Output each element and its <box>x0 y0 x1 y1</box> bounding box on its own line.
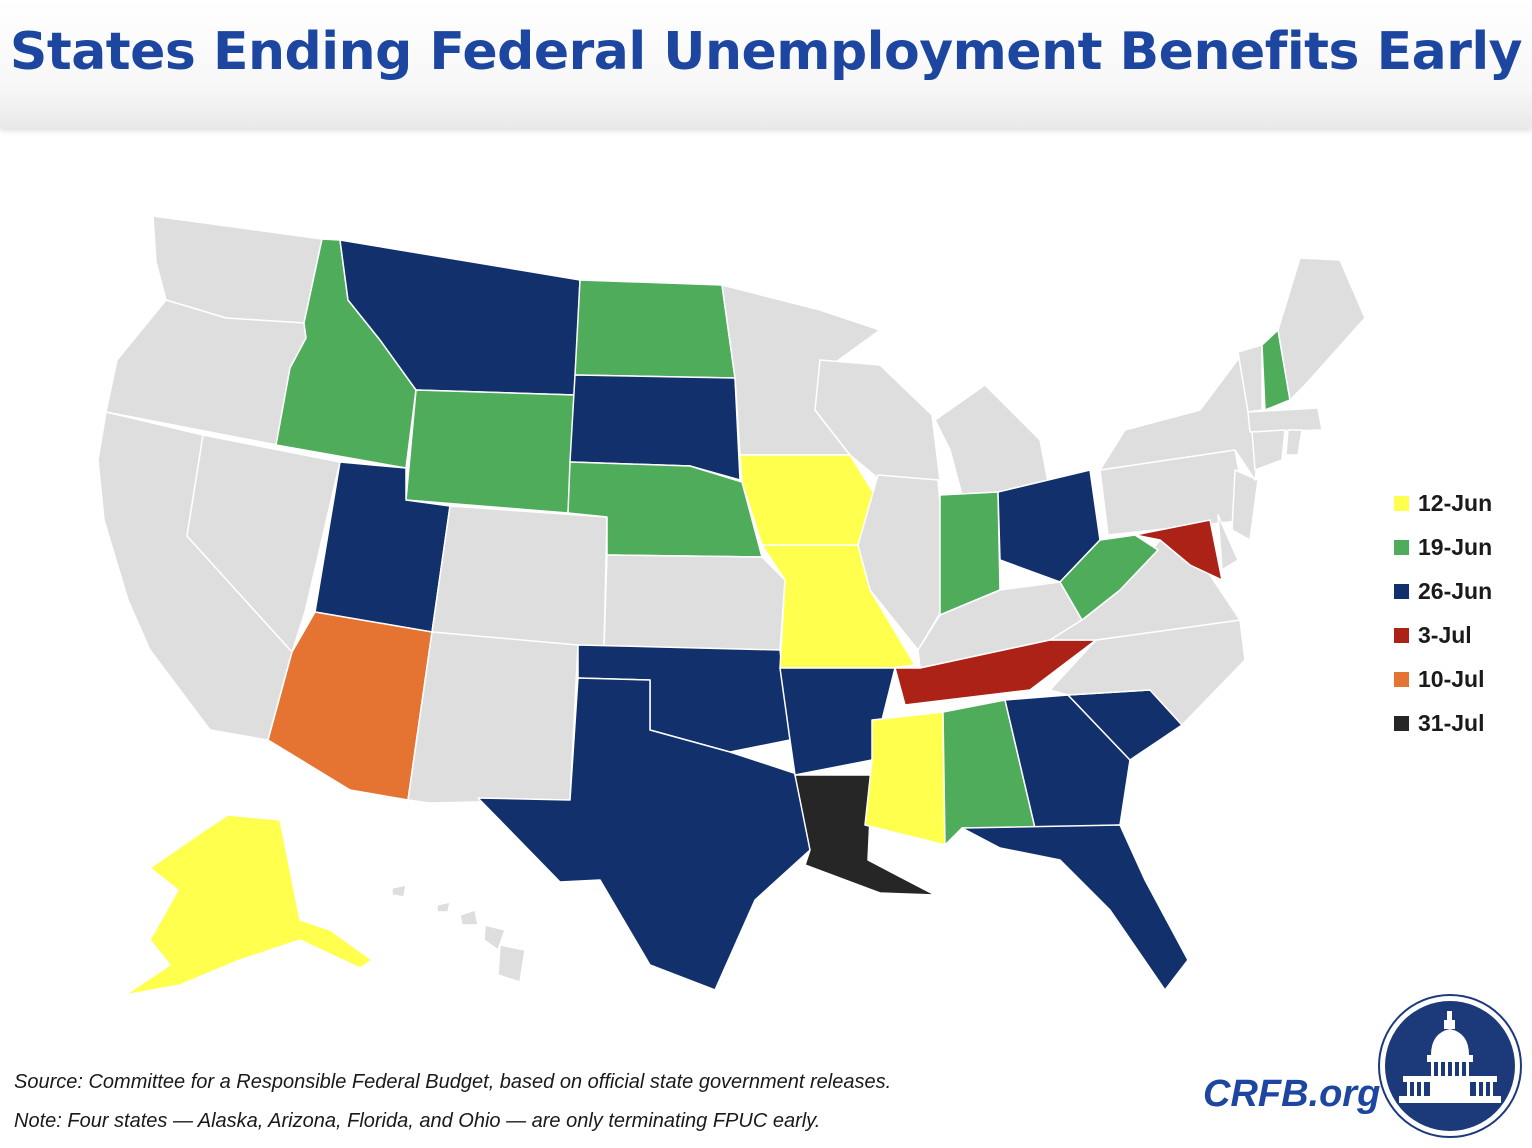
state-west-virginia <box>1059 534 1159 621</box>
map-title: States Ending Federal Unemployment Benef… <box>9 22 1523 82</box>
legend-label: 31-Jul <box>1418 709 1485 736</box>
state-kansas <box>603 554 786 651</box>
source-note: Source: Committee for a Responsible Fede… <box>14 1071 892 1093</box>
state-maine <box>1277 257 1366 401</box>
state-arkansas <box>779 667 896 776</box>
state-florida <box>961 824 1189 991</box>
crfb-brand[interactable]: CRFB.org <box>1203 1073 1381 1115</box>
state-nevada <box>186 434 341 653</box>
state-iowa <box>739 454 879 546</box>
state-new-jersey <box>1231 469 1259 541</box>
state-north-dakota <box>574 279 736 379</box>
state-michigan <box>934 384 1051 496</box>
legend-item: 12-Jun <box>1394 481 1524 525</box>
legend-item: 19-Jun <box>1394 525 1524 569</box>
legend: 12-Jun 19-Jun 26-Jun 3-Jul 10-Jul 31-Jul <box>1394 481 1524 745</box>
state-alaska <box>124 814 373 996</box>
legend-item: 3-Jul <box>1394 613 1524 657</box>
legend-item: 31-Jul <box>1394 701 1524 745</box>
state-texas <box>477 677 811 991</box>
capitol-dome-icon <box>1378 994 1522 1138</box>
state-delaware <box>1217 514 1239 571</box>
legend-label: 12-Jun <box>1418 489 1493 516</box>
header-banner: States Ending Federal Unemployment Benef… <box>0 0 1532 128</box>
state-massachusetts <box>1247 407 1323 433</box>
state-colorado <box>431 505 608 649</box>
fpuc-note: Note: Four states — Alaska, Arizona, Flo… <box>14 1110 821 1132</box>
state-rhode-island <box>1285 429 1303 456</box>
legend-swatch <box>1394 715 1409 731</box>
state-vermont <box>1237 344 1263 413</box>
state-mississippi <box>864 711 946 846</box>
legend-swatch <box>1394 671 1409 687</box>
legend-swatch <box>1394 583 1409 599</box>
legend-swatch <box>1394 539 1409 555</box>
state-connecticut <box>1251 429 1286 471</box>
legend-swatch <box>1394 495 1409 511</box>
state-new-mexico <box>407 631 579 804</box>
state-hawaii <box>391 884 526 983</box>
legend-item: 26-Jun <box>1394 569 1524 613</box>
legend-label: 19-Jun <box>1418 533 1493 560</box>
legend-item: 10-Jul <box>1394 657 1524 701</box>
state-wyoming <box>405 389 576 514</box>
legend-label: 3-Jul <box>1418 621 1472 648</box>
us-states-map <box>97 215 1366 996</box>
legend-swatch <box>1394 627 1409 643</box>
state-maryland <box>1134 519 1223 581</box>
legend-label: 10-Jul <box>1418 665 1485 692</box>
legend-label: 26-Jun <box>1418 577 1493 604</box>
